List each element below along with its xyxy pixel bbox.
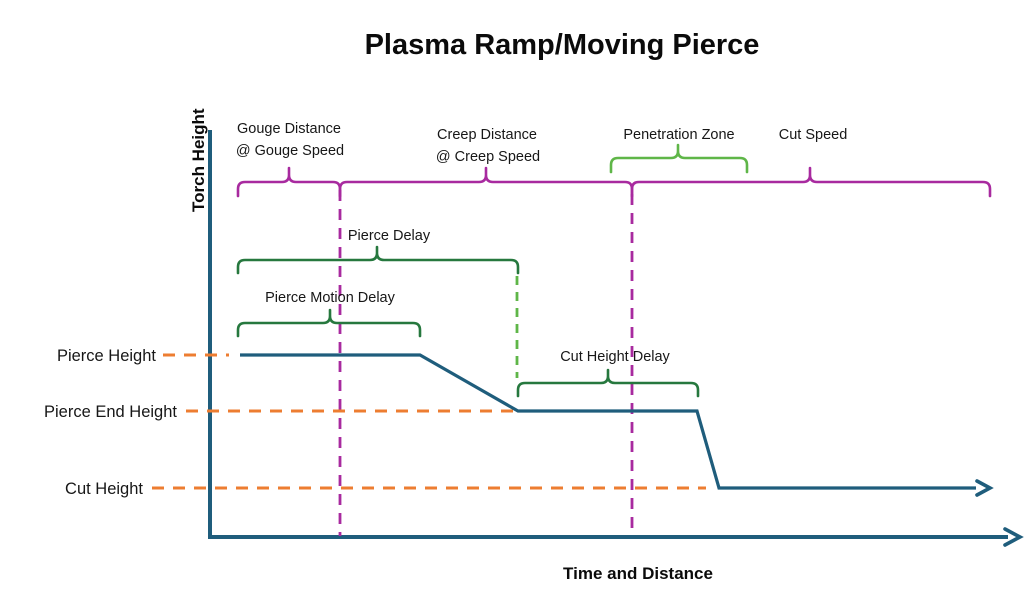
creep-distance-label-line1: Creep Distance bbox=[437, 127, 537, 143]
torch-height-profile-line bbox=[240, 353, 976, 490]
pierce-end-height-label: Pierce End Height bbox=[44, 403, 177, 421]
y-axis-label: Torch Height bbox=[189, 108, 208, 212]
penetration-zone-brace bbox=[609, 143, 749, 174]
pierce-delay-label: Pierce Delay bbox=[348, 228, 431, 244]
creep-zone-brace bbox=[338, 166, 634, 198]
gouge-distance-label-line1: Gouge Distance bbox=[237, 121, 341, 137]
pierce-delay-brace bbox=[236, 245, 520, 275]
cut-speed-label: Cut Speed bbox=[779, 127, 848, 143]
x-axis-label: Time and Distance bbox=[563, 564, 713, 583]
pierce-motion-delay-label: Pierce Motion Delay bbox=[265, 290, 395, 306]
gouge-distance-label-line2: @ Gouge Speed bbox=[236, 143, 344, 159]
page-title: Plasma Ramp/Moving Pierce bbox=[365, 29, 760, 61]
cut-height-delay-label: Cut Height Delay bbox=[560, 349, 670, 365]
x-axis-arrow-icon bbox=[1003, 527, 1024, 547]
penetration-zone-label: Penetration Zone bbox=[623, 127, 734, 143]
cut-height-label: Cut Height bbox=[65, 480, 143, 498]
profile-arrow-icon bbox=[975, 479, 994, 497]
pierce-motion-delay-brace bbox=[236, 308, 422, 338]
creep-distance-label-line2: @ Creep Speed bbox=[436, 149, 540, 165]
cut-speed-zone-brace bbox=[630, 166, 992, 198]
cut-height-delay-brace bbox=[516, 368, 700, 398]
gouge-zone-brace bbox=[236, 166, 342, 198]
pierce-height-label: Pierce Height bbox=[57, 347, 156, 365]
